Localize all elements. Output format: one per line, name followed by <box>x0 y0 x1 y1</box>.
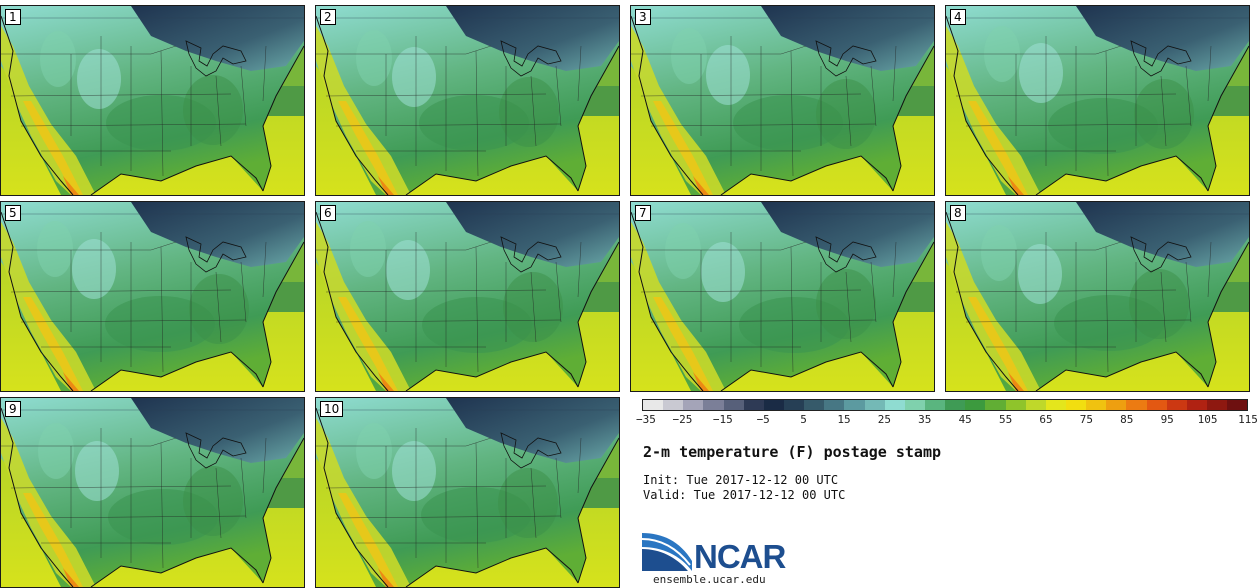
valid-label: Valid: <box>643 488 687 502</box>
logo-text: NCAR <box>694 538 786 575</box>
postage-stamp-panel: 1 <box>0 5 305 196</box>
colorbar-segment <box>1106 400 1127 410</box>
colorbar-segment <box>985 400 1006 410</box>
colorbar-tick-label: 25 <box>877 413 892 426</box>
colorbar-segment <box>683 400 704 410</box>
colorbar-segment <box>1146 400 1167 410</box>
ensemble-member-label: 7 <box>635 205 651 221</box>
colorbar-segment <box>864 400 885 410</box>
temperature-map <box>946 202 1249 391</box>
colorbar-tick-label: 55 <box>998 413 1013 426</box>
colorbar-segment <box>1166 400 1187 410</box>
temperature-map <box>1 398 304 587</box>
logo-url: ensemble.ucar.edu <box>653 573 766 586</box>
colorbar-segment <box>763 400 784 410</box>
init-time: Tue 2017-12-12 00 UTC <box>686 473 839 487</box>
ensemble-member-label: 2 <box>320 9 336 25</box>
chart-title: 2-m temperature (F) postage stamp <box>643 443 942 461</box>
ensemble-member-label: 4 <box>950 9 966 25</box>
ensemble-member-label: 10 <box>320 401 344 417</box>
valid-time: Tue 2017-12-12 00 UTC <box>693 488 846 502</box>
colorbar-tick-label: −35 <box>636 413 656 426</box>
ensemble-member-label: 1 <box>5 9 21 25</box>
colorbar <box>642 399 1248 411</box>
init-label: Init: <box>643 473 680 487</box>
postage-stamp-panel: 9 <box>0 397 305 588</box>
colorbar-tick-label: −25 <box>672 413 693 426</box>
ensemble-member-label: 5 <box>5 205 21 221</box>
init-time-row: Init: Tue 2017-12-12 00 UTC <box>643 473 838 487</box>
colorbar-tick-label: 15 <box>837 413 851 426</box>
colorbar-segment <box>824 400 845 410</box>
postage-stamp-panel: 7 <box>630 201 935 392</box>
colorbar-segment <box>1227 400 1248 410</box>
colorbar-segment <box>1025 400 1046 410</box>
ensemble-member-label: 6 <box>320 205 336 221</box>
colorbar-segment <box>924 400 946 410</box>
ensemble-member-label: 9 <box>5 401 21 417</box>
colorbar-segment <box>904 400 925 410</box>
temperature-map <box>1 6 304 195</box>
temperature-map <box>631 202 934 391</box>
temperature-map <box>316 398 619 587</box>
colorbar-tick-label: −15 <box>712 413 733 426</box>
postage-stamp-panel: 4 <box>945 5 1250 196</box>
colorbar-segment <box>643 400 664 410</box>
colorbar-segment <box>703 400 724 410</box>
colorbar-segment <box>1126 400 1147 410</box>
colorbar-segment <box>804 400 825 410</box>
ensemble-member-label: 8 <box>950 205 966 221</box>
colorbar-segment <box>783 400 805 410</box>
colorbar-tick-label: 115 <box>1238 413 1258 426</box>
colorbar-segment <box>945 400 966 410</box>
postage-stamp-panel: 3 <box>630 5 935 196</box>
temperature-map <box>316 6 619 195</box>
colorbar-tick-labels: −35 −25 −15 −5 5 15 25 35 45 55 65 75 85 95 105 115 <box>636 413 1258 429</box>
postage-stamp-panel: 6 <box>315 201 620 392</box>
temperature-map <box>316 202 619 391</box>
postage-stamp-panel: 5 <box>0 201 305 392</box>
postage-stamp-panel: 2 <box>315 5 620 196</box>
postage-stamp-panel: 8 <box>945 201 1250 392</box>
colorbar-tick-label: 105 <box>1197 413 1218 426</box>
temperature-map <box>1 202 304 391</box>
temperature-map <box>946 6 1249 195</box>
colorbar-segment <box>1086 400 1107 410</box>
colorbar-segment <box>844 400 865 410</box>
colorbar-segment <box>1206 400 1228 410</box>
colorbar-tick-label: 45 <box>958 413 972 426</box>
colorbar-tick-label: 65 <box>1039 413 1053 426</box>
colorbar-segment <box>1186 400 1207 410</box>
colorbar-segment <box>965 400 986 410</box>
colorbar-segment <box>1065 400 1087 410</box>
colorbar-tick-label: 75 <box>1079 413 1094 426</box>
colorbar-segment <box>743 400 764 410</box>
postage-stamp-panel: 10 <box>315 397 620 588</box>
colorbar-tick-label: 5 <box>800 413 807 426</box>
colorbar-tick-label: −5 <box>756 413 770 426</box>
colorbar-segment <box>884 400 905 410</box>
colorbar-tick-label: 35 <box>918 413 932 426</box>
temperature-map <box>631 6 934 195</box>
ensemble-member-label: 3 <box>635 9 651 25</box>
colorbar-segment <box>723 400 744 410</box>
valid-time-row: Valid: Tue 2017-12-12 00 UTC <box>643 488 845 502</box>
colorbar-tick-label: 95 <box>1160 413 1174 426</box>
colorbar-segment <box>1005 400 1026 410</box>
ncar-logo-icon <box>642 533 692 571</box>
colorbar-segment <box>1045 400 1066 410</box>
colorbar-segment <box>663 400 684 410</box>
colorbar-tick-label: 85 <box>1120 413 1134 426</box>
